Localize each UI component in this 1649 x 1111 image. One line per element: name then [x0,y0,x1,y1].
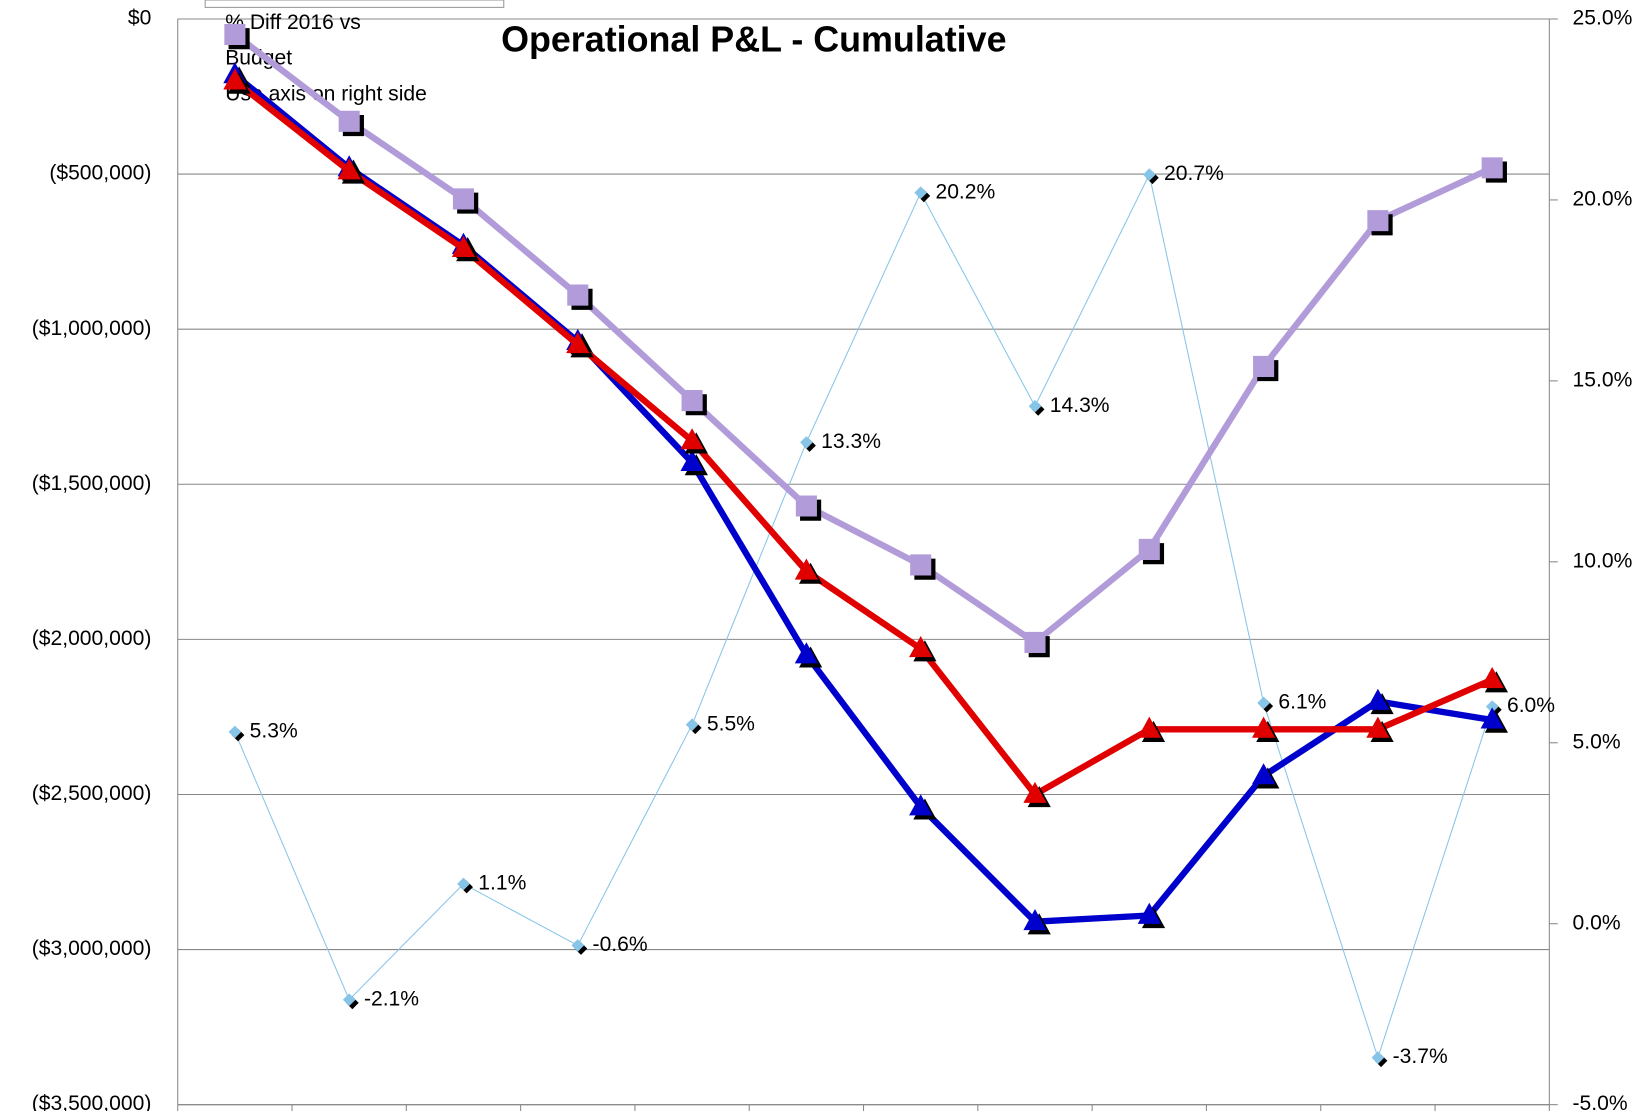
marker [680,449,704,472]
y2-tick-label: -5.0% [1573,1092,1628,1111]
legend-box [204,0,505,8]
y2-tick-label: 20.0% [1573,188,1633,211]
data-label: -2.1% [364,987,419,1010]
marker [451,235,476,257]
marker [1024,631,1046,654]
marker [1251,763,1276,785]
marker [685,718,699,732]
marker [1137,902,1161,924]
data-label: 5.3% [250,719,298,742]
data-label: 5.5% [707,712,755,735]
y-tick-label: ($500,000) [49,162,151,185]
marker [566,332,590,354]
marker [680,428,704,450]
marker [224,23,246,46]
marker [1371,1051,1385,1064]
data-label: 20.7% [1164,162,1224,185]
data-label: 6.1% [1278,691,1326,714]
y2-tick-label: 15.0% [1573,368,1633,391]
marker [1138,538,1160,560]
data-label: -0.6% [593,933,648,956]
marker [910,554,932,576]
marker [795,495,817,517]
y2-tick-label: 25.0% [1573,7,1633,30]
y-tick-label: ($2,500,000) [32,782,152,805]
marker [1251,716,1276,738]
marker [1253,355,1275,377]
data-label: 13.3% [821,430,881,453]
y2-tick-label: 5.0% [1573,730,1621,753]
data-label: 20.2% [935,180,995,203]
series-line [234,174,1493,1059]
marker [337,158,361,180]
marker [1481,157,1503,179]
marker [909,794,933,816]
marker [1485,700,1499,713]
y-tick-label: ($3,500,000) [32,1092,152,1111]
marker [452,188,475,210]
marker [567,284,589,306]
marker [794,642,818,664]
y-tick-label: ($1,500,000) [32,472,152,495]
legend-text: % Diff 2016 vs [225,11,361,34]
marker [1257,696,1270,710]
series-line [232,31,1494,646]
marker [909,636,933,658]
y-tick-label: ($3,000,000) [32,937,152,960]
marker [1367,210,1389,232]
marker [914,186,928,200]
marker [223,68,247,90]
chart-title: Operational P&L - Cumulative [501,20,1006,60]
data-label: -3.7% [1393,1045,1448,1068]
marker [228,725,242,739]
marker [342,993,356,1007]
marker [800,436,813,449]
y-tick-label: ($1,000,000) [32,317,152,340]
data-label: 6.0% [1507,694,1555,717]
marker [1137,716,1161,738]
marker [681,389,703,412]
legend-text: Use axis on right side [225,83,427,106]
marker [457,877,470,891]
marker [1480,707,1504,729]
y-tick-label: ($2,000,000) [32,627,152,650]
marker [338,110,360,132]
marker [1023,908,1047,931]
series-line [232,78,1494,798]
y2-tick-label: 0.0% [1573,911,1621,934]
marker [1028,399,1042,413]
marker [1480,667,1504,689]
y-tick-label: $0 [128,7,151,30]
marker [794,558,818,580]
data-label: 14.3% [1050,394,1110,417]
marker [1023,781,1047,803]
marker [1366,688,1390,710]
y2-tick-label: 10.0% [1573,549,1633,572]
marker [1366,716,1390,738]
data-label: 1.1% [478,871,526,894]
